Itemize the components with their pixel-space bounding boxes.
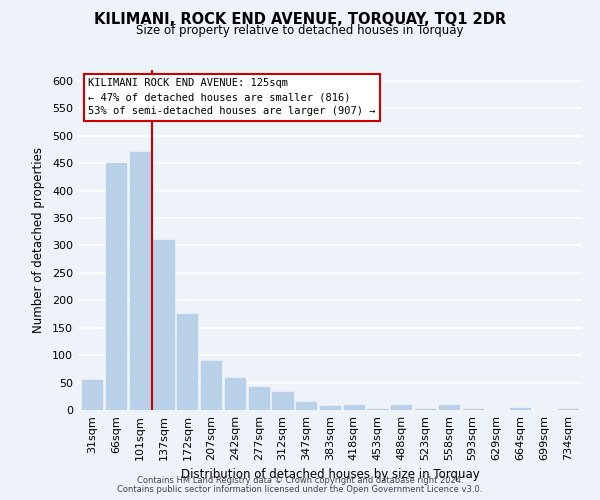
X-axis label: Distribution of detached houses by size in Torquay: Distribution of detached houses by size … [181,468,479,481]
Text: KILIMANI ROCK END AVENUE: 125sqm
← 47% of detached houses are smaller (816)
53% : KILIMANI ROCK END AVENUE: 125sqm ← 47% o… [88,78,376,116]
Bar [177,314,197,410]
Bar [463,409,483,410]
Bar [130,152,150,410]
Bar [82,380,103,410]
Bar [391,404,412,410]
Bar [367,409,388,410]
Bar [201,360,221,410]
Text: Contains public sector information licensed under the Open Government Licence v3: Contains public sector information licen… [118,485,482,494]
Text: Contains HM Land Registry data © Crown copyright and database right 2024.: Contains HM Land Registry data © Crown c… [137,476,463,485]
Bar [320,406,340,410]
Bar [106,163,126,410]
Bar [154,240,173,410]
Bar [557,409,578,410]
Bar [439,404,459,410]
Bar [344,404,364,410]
Bar [510,408,530,410]
Y-axis label: Number of detached properties: Number of detached properties [32,147,45,333]
Text: Size of property relative to detached houses in Torquay: Size of property relative to detached ho… [136,24,464,37]
Bar [225,378,245,410]
Bar [296,402,316,410]
Text: KILIMANI, ROCK END AVENUE, TORQUAY, TQ1 2DR: KILIMANI, ROCK END AVENUE, TORQUAY, TQ1 … [94,12,506,28]
Bar [248,387,269,410]
Bar [415,409,435,410]
Bar [272,392,293,410]
